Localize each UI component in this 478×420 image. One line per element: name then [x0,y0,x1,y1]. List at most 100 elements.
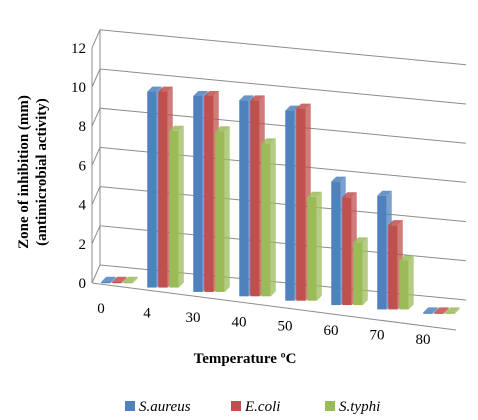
x-tick-label: 4 [143,306,151,322]
y-axis-title-line1: Zone of inhibition (mm) [16,95,32,249]
bar-front [353,242,363,306]
bar-top [388,220,403,226]
bar-front [239,100,249,297]
bar-side [316,191,322,301]
bar-front [250,100,260,297]
bar-front [342,197,352,306]
bar-top [377,190,392,196]
y-axis-title: Zone of inhibition (mm) (antimicrobial a… [16,95,50,249]
x-tick-label: 80 [416,332,431,348]
bar-side [224,126,230,292]
bar-top [204,90,219,96]
bar [112,276,127,284]
bar-front [158,91,168,288]
bar-top [353,237,368,243]
floor-edge [91,282,457,331]
x-tick-labels: 0 4 30 40 50 60 70 80 [97,301,430,348]
y-tick-label: 10 [71,80,86,96]
bar-side [178,125,184,288]
bar [101,276,116,284]
bar [399,255,414,310]
bar-front [147,91,157,288]
bar-top [331,176,346,182]
bar-front [112,281,122,284]
bar-top [445,307,460,313]
bar [434,307,449,314]
floor [91,282,457,331]
legend-label-e-coli: E.coli [244,399,280,415]
bar-side [132,276,138,284]
bar [215,126,230,292]
bar-side [362,237,368,306]
bar-front [434,312,444,314]
bar-side [432,307,438,314]
bar-front [377,195,387,310]
bar-front [204,95,214,292]
bar [353,237,368,306]
x-tick-label: 40 [232,314,247,330]
y-axis-title-line2: (antimicrobial activity) [34,98,50,246]
bar-front [399,260,409,310]
bar-top [399,255,414,261]
bar-front [193,95,203,292]
bar-top [239,95,254,101]
bar-top [342,192,357,198]
legend: S.aureus E.coli S.typhi [125,399,380,415]
gridline [91,29,467,66]
bar-side [270,138,276,297]
bar-side [443,307,449,314]
bar-front [261,143,271,297]
x-tick-label: 0 [97,301,105,317]
legend-label-s-aureus: S.aureus [139,399,191,415]
bar-front [123,281,133,284]
bar-front [169,130,179,288]
bar-top [261,138,276,144]
bar-front [331,181,341,306]
y-tick-label: 8 [79,119,87,135]
bar [261,138,276,297]
bar-side [121,276,127,284]
y-tick-label: 6 [79,158,87,174]
x-tick-label: 30 [186,310,201,326]
legend-label-s-typhi: S.typhi [339,399,380,415]
bar-top [285,105,300,111]
y-tick-label: 4 [79,198,87,214]
bar [445,307,460,314]
bar-top [147,86,162,92]
legend-swatch-e-coli [231,401,241,411]
bar-top [158,86,173,92]
bar [169,125,184,288]
bar-front [296,108,306,301]
bar-front [101,281,111,284]
bar-front [285,110,295,301]
bar-side [408,255,414,310]
bar-front [388,225,398,310]
bar [307,191,322,301]
bar-top [123,276,138,282]
bars [101,86,460,314]
y-tick-label: 12 [71,41,86,57]
bar-top [434,307,449,313]
legend-swatch-s-aureus [125,401,135,411]
bar-top [112,276,127,282]
y-tick-label: 2 [79,237,87,253]
legend-swatch-s-typhi [325,401,335,411]
bar-top [193,90,208,96]
bar-top [307,191,322,197]
bar-front [307,196,317,301]
x-tick-label: 60 [324,323,339,339]
bar [123,276,138,284]
bar-top [296,103,311,109]
bar-top [215,126,230,132]
x-tick-label: 70 [370,327,385,343]
bar-side [454,307,460,314]
bar-side [110,276,116,284]
y-tick-labels: 0 2 4 6 8 10 12 [71,41,87,292]
bar-front [215,131,225,292]
bar-top [169,125,184,131]
bar-top [101,276,116,282]
x-axis-title: Temperature ºC [194,351,297,367]
x-tick-label: 50 [278,319,293,335]
bar-front [423,312,433,314]
gridlines [91,29,467,301]
